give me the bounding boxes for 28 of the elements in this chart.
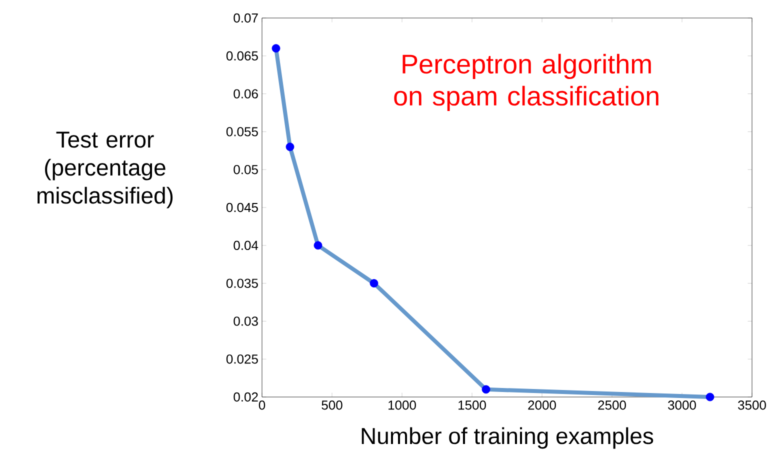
x-axis-title: Number of training examples xyxy=(362,427,654,449)
y-tick-label: 0.065 xyxy=(226,51,258,60)
x-tick-label: 1000 xyxy=(388,400,416,410)
y-tick-label: 0.055 xyxy=(226,127,258,136)
y-axis-title: Test error (percentage misclassified) xyxy=(38,132,173,208)
x-tick-label: 2000 xyxy=(528,400,556,410)
y-tick-label: 0.025 xyxy=(226,354,258,364)
point xyxy=(706,392,714,402)
y-tick-label: 0.02 xyxy=(234,392,258,402)
y-tick-label: 0.035 xyxy=(226,278,258,288)
x-tick-label: 0 xyxy=(258,400,266,410)
y-tick-label: 0.045 xyxy=(226,202,258,212)
y-tick-label: 0.05 xyxy=(234,164,258,174)
y-tick-label: 0.07 xyxy=(234,13,258,23)
point xyxy=(482,385,490,394)
x-tick-label: 3000 xyxy=(668,400,696,410)
x-tick-label: 1500 xyxy=(458,400,486,410)
x-tick-label: 2500 xyxy=(598,400,626,410)
y-tick-label: 0.04 xyxy=(234,240,258,250)
x-tick-label: 500 xyxy=(322,400,342,410)
point xyxy=(314,241,322,250)
x-tick-label: 3500 xyxy=(738,400,766,410)
point xyxy=(370,279,378,288)
point xyxy=(286,142,294,152)
y-tick-label: 0.06 xyxy=(234,89,258,98)
y-tick-label: 0.03 xyxy=(234,316,258,326)
point xyxy=(272,44,280,53)
annotation: Perceptron algorithm on spam classification xyxy=(394,54,658,112)
